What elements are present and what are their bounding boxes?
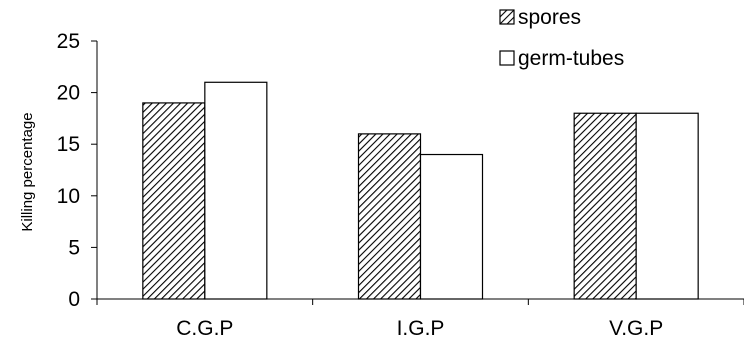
y-tick-label: 0 xyxy=(68,288,80,311)
y-tick-label: 15 xyxy=(57,133,80,156)
y-tick-label: 20 xyxy=(57,82,80,105)
bar-spores-V.G.P xyxy=(573,112,637,300)
y-tick-label: 5 xyxy=(68,236,80,259)
legend: spores germ-tubes xyxy=(499,6,624,70)
legend-label: spores xyxy=(518,6,581,29)
x-tick-label: C.G.P xyxy=(176,317,233,340)
bar-spores-I.G.P xyxy=(357,133,422,300)
legend-swatch-spores xyxy=(499,9,515,25)
y-axis-label: Killing percentage xyxy=(19,112,36,231)
x-tick-label: I.G.P xyxy=(397,317,445,340)
axes: 0 5 10 15 20 25 C.G.P I.G.P V.G.P xyxy=(57,30,744,340)
bar-germ-tubes-I.G.P xyxy=(419,153,484,300)
bar-germ-tubes-V.G.P xyxy=(635,112,699,300)
bar-spores-C.G.P xyxy=(142,102,206,300)
bar-germ-tubes-C.G.P xyxy=(204,81,268,300)
y-tick-label: 10 xyxy=(57,185,80,208)
bars xyxy=(142,81,699,300)
y-tick-label: 25 xyxy=(57,30,80,53)
legend-label: germ-tubes xyxy=(518,47,624,70)
x-tick-label: V.G.P xyxy=(609,317,663,340)
legend-swatch-germ-tubes xyxy=(499,50,515,66)
